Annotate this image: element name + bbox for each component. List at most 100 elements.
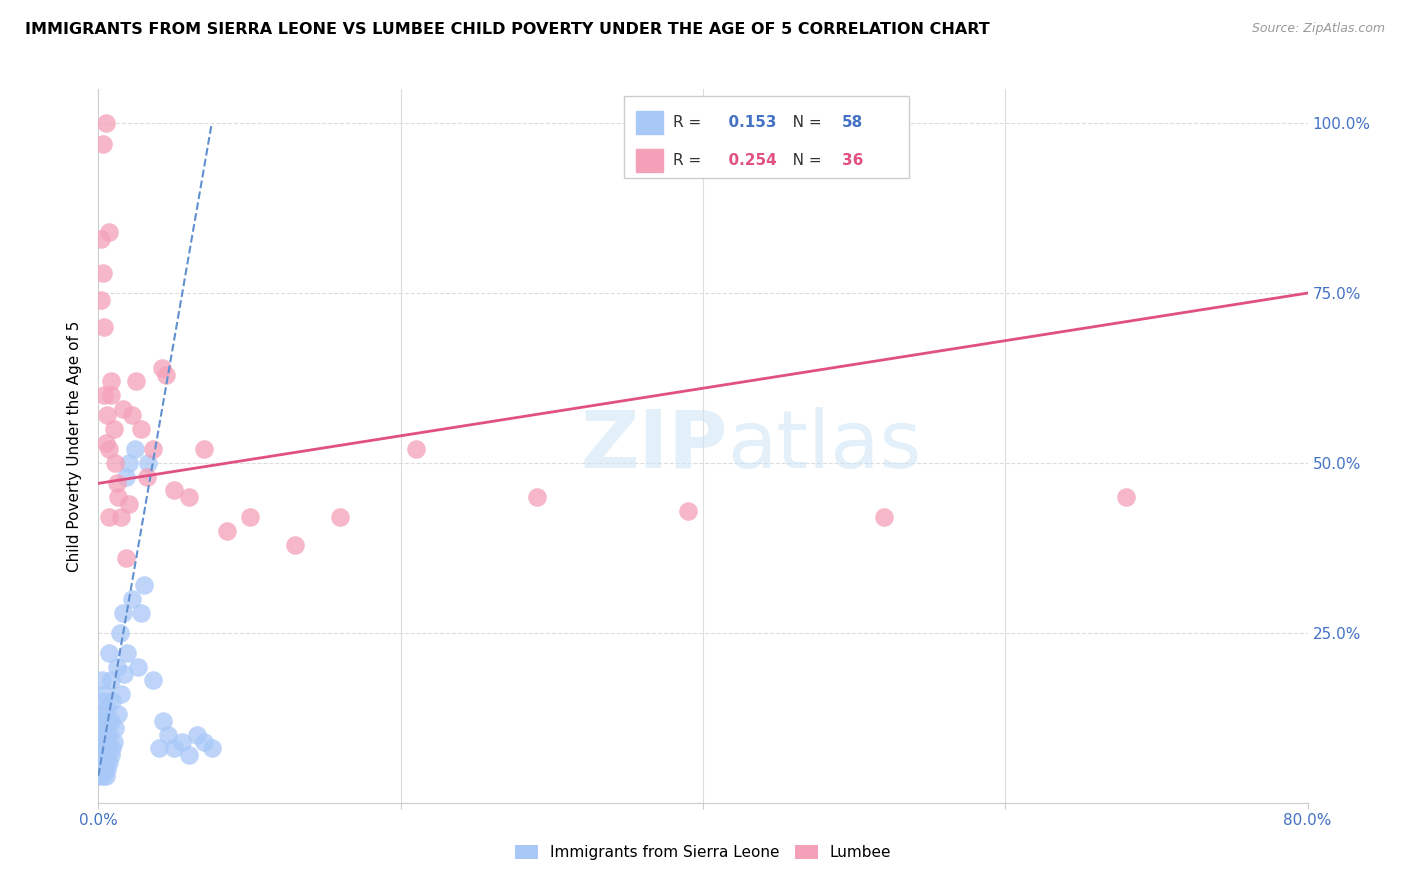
Point — [94, 769, 117, 783]
Point — [94, 687, 117, 701]
Point — [91, 734, 114, 748]
Point — [142, 442, 165, 457]
Point — [111, 606, 134, 620]
Point — [201, 741, 224, 756]
Point — [121, 591, 143, 606]
Point — [115, 646, 138, 660]
Point — [93, 320, 115, 334]
Text: 58: 58 — [842, 115, 863, 130]
Point — [107, 707, 129, 722]
Point — [91, 266, 114, 280]
Point — [135, 469, 157, 483]
Point — [121, 409, 143, 423]
Point — [100, 673, 122, 688]
Point — [215, 524, 238, 538]
Point — [179, 748, 201, 763]
Point — [90, 762, 112, 776]
Point — [90, 728, 112, 742]
Point — [97, 714, 120, 729]
Text: ZIP: ZIP — [579, 407, 727, 485]
Point — [127, 660, 149, 674]
Point — [114, 469, 136, 483]
Point — [98, 510, 121, 524]
Text: atlas: atlas — [727, 407, 921, 485]
Point — [94, 721, 117, 735]
Text: Source: ZipAtlas.com: Source: ZipAtlas.com — [1251, 22, 1385, 36]
Point — [111, 401, 134, 416]
Point — [96, 700, 118, 714]
Legend: Immigrants from Sierra Leone, Lumbee: Immigrants from Sierra Leone, Lumbee — [509, 839, 897, 866]
Text: R =: R = — [673, 115, 706, 130]
Point — [170, 734, 193, 748]
Point — [100, 388, 122, 402]
Text: IMMIGRANTS FROM SIERRA LEONE VS LUMBEE CHILD POVERTY UNDER THE AGE OF 5 CORRELAT: IMMIGRANTS FROM SIERRA LEONE VS LUMBEE C… — [25, 22, 990, 37]
Point — [91, 136, 114, 151]
Point — [110, 510, 132, 524]
Point — [90, 714, 112, 729]
Point — [93, 388, 115, 402]
Point — [132, 578, 155, 592]
Point — [93, 762, 115, 776]
Point — [104, 721, 127, 735]
Point — [129, 606, 152, 620]
Point — [110, 687, 132, 701]
Point — [1115, 490, 1137, 504]
Point — [105, 476, 128, 491]
Point — [193, 442, 215, 457]
Point — [98, 225, 121, 239]
Point — [329, 510, 352, 524]
Text: R =: R = — [673, 153, 706, 168]
Point — [676, 503, 699, 517]
Text: 36: 36 — [842, 153, 863, 168]
Point — [112, 666, 135, 681]
Point — [163, 483, 186, 498]
Y-axis label: Child Poverty Under the Age of 5: Child Poverty Under the Age of 5 — [67, 320, 83, 572]
Point — [150, 360, 173, 375]
Bar — [637, 112, 664, 134]
Point — [91, 769, 114, 783]
FancyBboxPatch shape — [624, 96, 908, 178]
Point — [114, 551, 136, 566]
Point — [125, 375, 148, 389]
Point — [405, 442, 427, 457]
Point — [873, 510, 896, 524]
Point — [163, 741, 186, 756]
Point — [94, 116, 117, 130]
Point — [107, 490, 129, 504]
Point — [142, 673, 165, 688]
Point — [526, 490, 548, 504]
Point — [98, 728, 121, 742]
Point — [96, 734, 118, 748]
Point — [101, 694, 124, 708]
Point — [105, 660, 128, 674]
Point — [284, 537, 307, 551]
Point — [186, 728, 208, 742]
Point — [94, 755, 117, 769]
Point — [98, 646, 121, 660]
Point — [89, 769, 111, 783]
Point — [118, 456, 141, 470]
Point — [93, 707, 115, 722]
Point — [103, 734, 125, 748]
Text: N =: N = — [778, 115, 827, 130]
Point — [100, 375, 122, 389]
Text: N =: N = — [778, 153, 827, 168]
Point — [89, 755, 111, 769]
Point — [152, 714, 174, 729]
Point — [90, 232, 112, 246]
Point — [108, 626, 131, 640]
Point — [179, 490, 201, 504]
Point — [100, 714, 122, 729]
Point — [93, 741, 115, 756]
Point — [156, 728, 179, 742]
Point — [155, 368, 177, 382]
Bar — [637, 149, 664, 172]
Point — [124, 442, 146, 457]
Point — [100, 748, 122, 763]
Point — [148, 741, 170, 756]
Point — [103, 422, 125, 436]
Text: 0.153: 0.153 — [717, 115, 776, 130]
Point — [98, 755, 121, 769]
Point — [129, 422, 152, 436]
Point — [239, 510, 262, 524]
